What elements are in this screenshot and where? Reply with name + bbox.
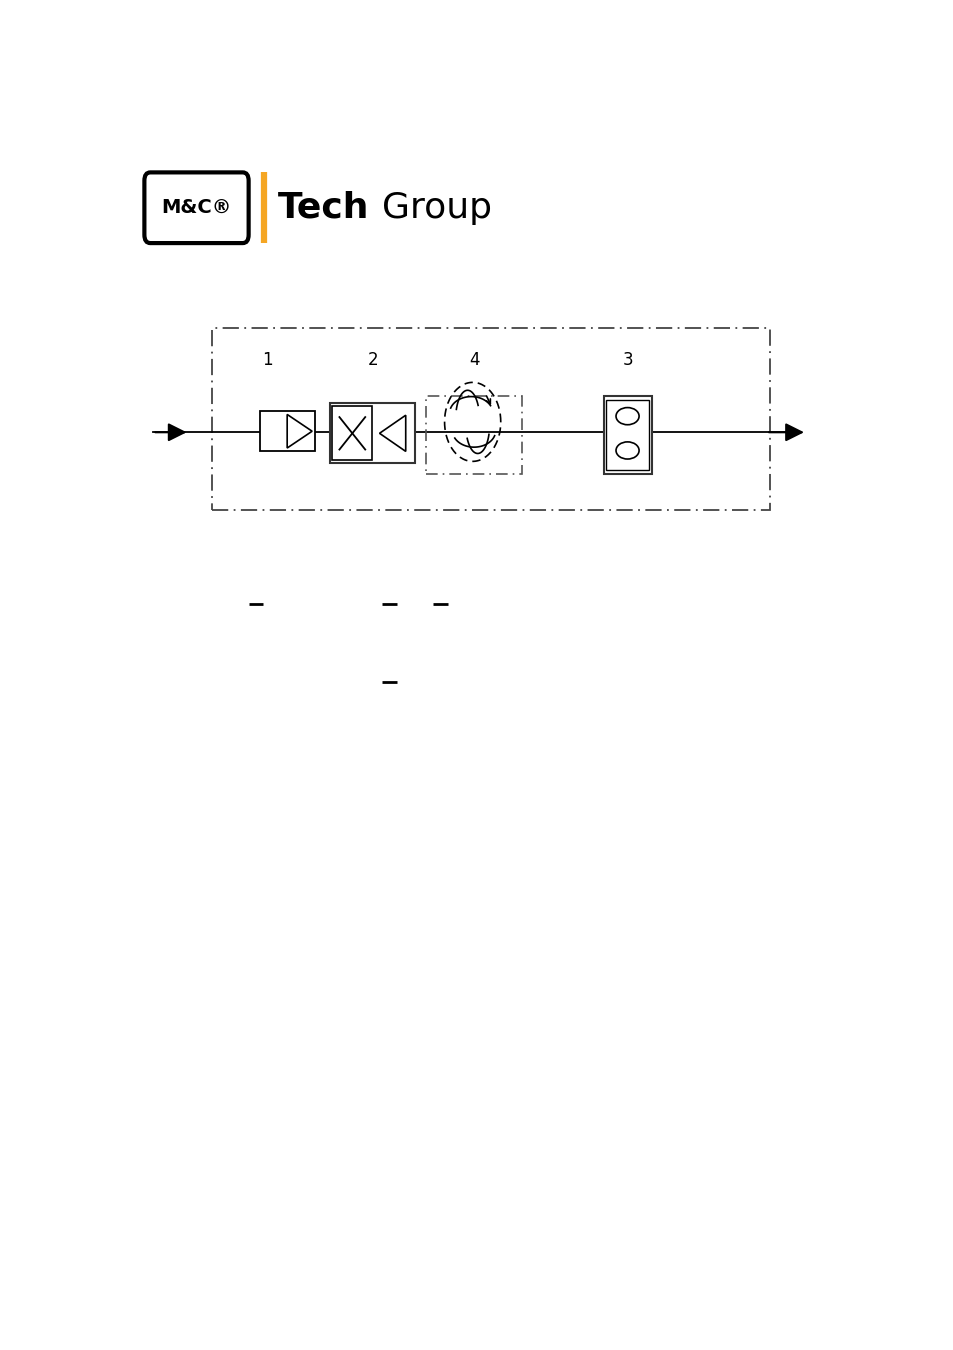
Bar (426, 396, 521, 474)
Text: 4: 4 (468, 351, 479, 369)
Bar (603, 396, 651, 474)
Ellipse shape (616, 408, 639, 425)
Text: 2: 2 (367, 351, 377, 369)
Bar (332, 406, 372, 460)
Ellipse shape (616, 441, 639, 459)
FancyBboxPatch shape (144, 173, 249, 243)
Bar (259, 412, 314, 451)
Text: M&C®: M&C® (161, 198, 232, 217)
Text: 3: 3 (622, 351, 633, 369)
Polygon shape (287, 414, 312, 448)
Text: Group: Group (381, 190, 491, 224)
Bar (606, 400, 648, 470)
Text: Tech: Tech (277, 190, 369, 224)
Polygon shape (379, 416, 405, 451)
Bar (212, 328, 769, 510)
Bar (330, 404, 415, 463)
Text: 1: 1 (261, 351, 273, 369)
